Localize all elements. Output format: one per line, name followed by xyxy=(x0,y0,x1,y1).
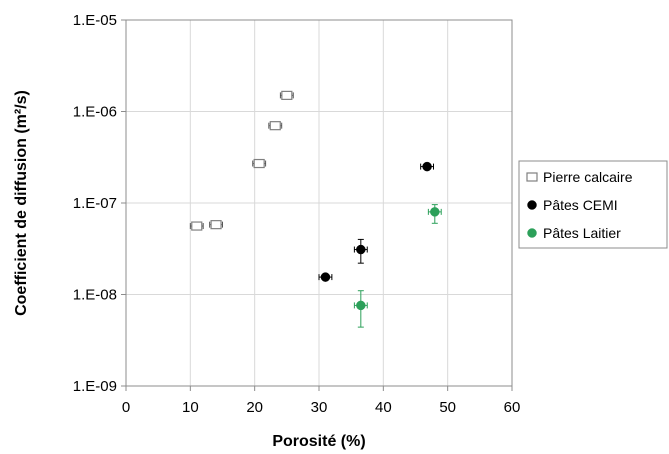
filled-circle-marker xyxy=(422,161,432,172)
legend-label: Pierre calcaire xyxy=(543,169,633,185)
data-point xyxy=(353,290,368,328)
data-point xyxy=(318,272,333,282)
legend-item: Pierre calcaire xyxy=(526,169,633,185)
open-square-marker xyxy=(526,172,538,182)
legend: Pierre calcaire Pâtes CEMI Pâtes Laitier xyxy=(518,160,668,249)
x-tick-label: 10 xyxy=(182,399,199,416)
open-square-marker xyxy=(253,158,265,169)
x-tick-label: 20 xyxy=(246,399,263,416)
data-point xyxy=(353,238,368,264)
data-point xyxy=(427,204,442,224)
open-square-marker xyxy=(191,221,203,231)
data-point xyxy=(189,221,204,231)
y-tick-label: 1.E-06 xyxy=(73,104,117,121)
x-tick-label: 30 xyxy=(311,399,328,416)
x-tick-label: 60 xyxy=(504,399,521,416)
legend-label: Pâtes Laitier xyxy=(543,225,621,241)
grid-lines xyxy=(125,19,513,387)
x-axis-ticks: 0 10 20 30 40 50 60 xyxy=(122,386,521,416)
data-points xyxy=(189,90,442,328)
y-tick-label: 1.E-07 xyxy=(73,195,117,212)
data-point xyxy=(279,90,294,100)
data-point xyxy=(420,161,435,172)
y-tick-label: 1.E-05 xyxy=(73,12,117,29)
y-tick-label: 1.E-08 xyxy=(73,287,117,304)
filled-circle-marker xyxy=(356,244,366,255)
open-square-marker xyxy=(281,90,293,100)
x-tick-label: 40 xyxy=(375,399,392,416)
data-point xyxy=(268,121,283,131)
y-axis-ticks: 1.E-09 1.E-08 1.E-07 1.E-06 1.E-05 xyxy=(73,12,126,395)
legend-item: Pâtes CEMI xyxy=(527,197,618,213)
filled-circle-marker xyxy=(527,228,537,238)
data-point xyxy=(252,158,267,169)
legend-box xyxy=(518,160,668,249)
filled-circle-marker xyxy=(320,272,331,282)
legend-item: Pâtes Laitier xyxy=(527,225,621,241)
y-axis-label: Coefficient de diffusion (m²/s) xyxy=(13,90,30,316)
legend-label: Pâtes CEMI xyxy=(543,197,618,213)
filled-circle-marker xyxy=(430,207,440,217)
filled-circle-marker xyxy=(527,200,537,210)
y-tick-label: 1.E-09 xyxy=(73,378,117,395)
x-tick-label: 50 xyxy=(439,399,456,416)
open-square-marker xyxy=(269,121,281,131)
open-square-marker xyxy=(210,220,222,230)
data-point xyxy=(209,220,223,230)
series-group xyxy=(318,161,435,282)
x-tick-label: 0 xyxy=(122,399,130,416)
series-group xyxy=(353,204,442,328)
filled-circle-marker xyxy=(356,300,366,311)
series-group xyxy=(189,90,294,231)
x-axis-label: Porosité (%) xyxy=(272,433,365,450)
